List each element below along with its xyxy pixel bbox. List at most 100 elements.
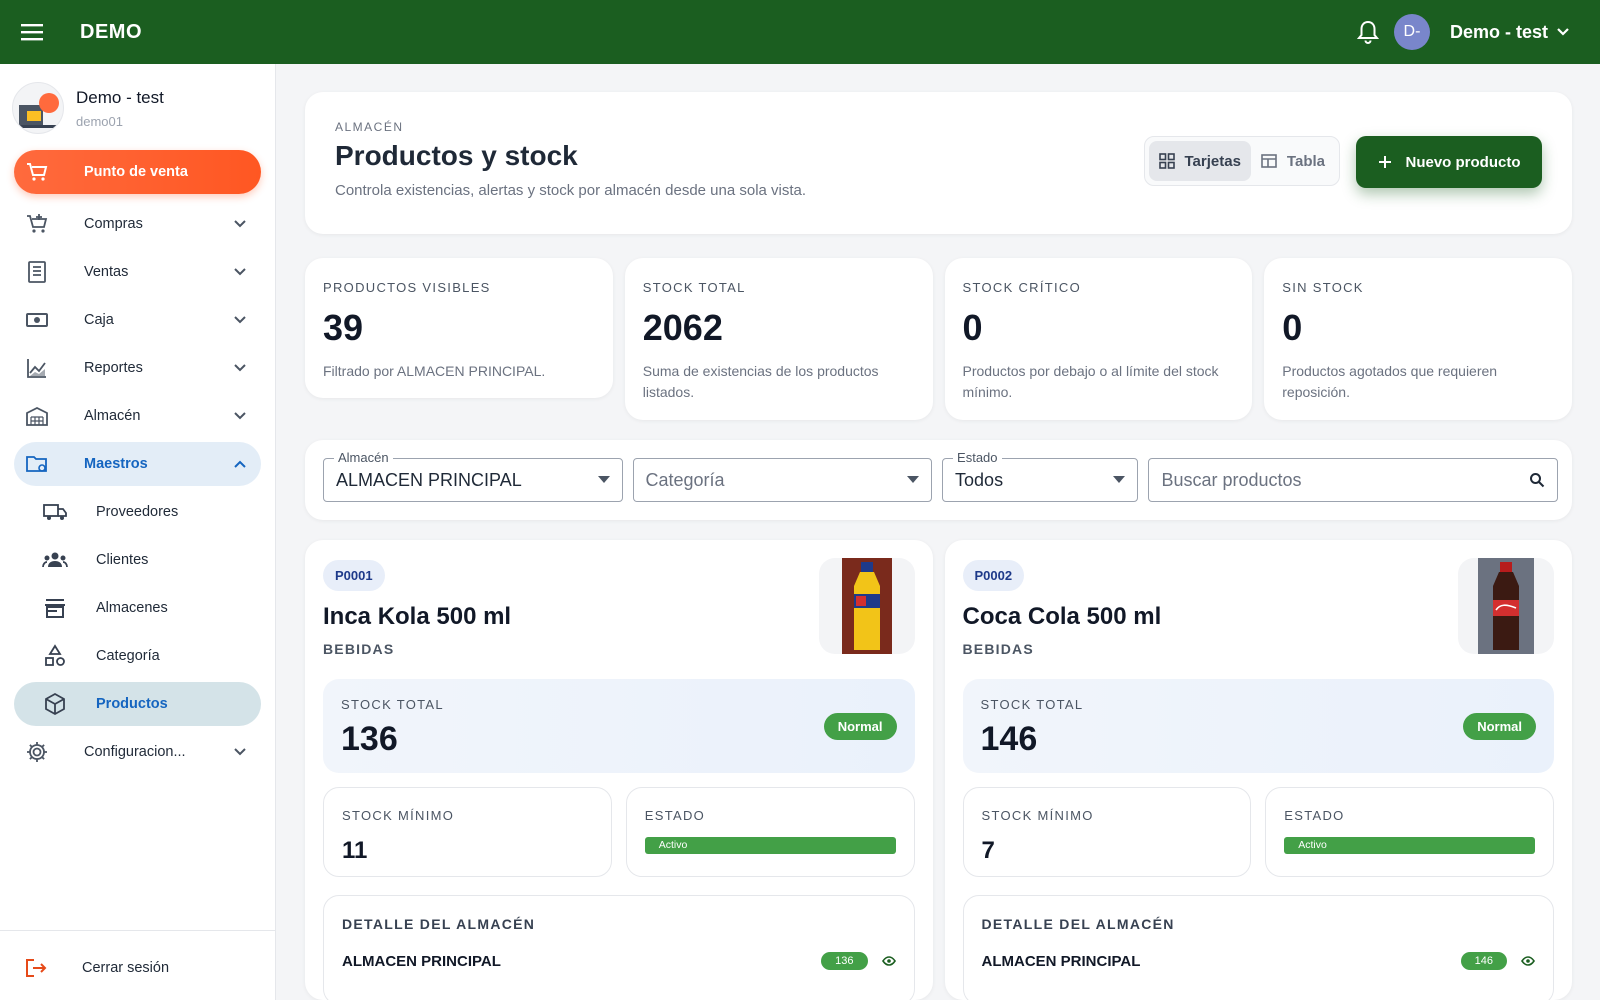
status-badge: Normal [823, 713, 897, 740]
chevron-down-icon [233, 315, 247, 325]
stat-value: 0 [962, 307, 983, 348]
product-card[interactable]: P0001 Inca Kola 500 ml BEBIDAS STOCK TOT… [305, 540, 933, 1000]
menu-toggle-button[interactable] [0, 0, 64, 64]
sidebar-item-punto-de-venta[interactable]: Punto de venta [14, 150, 261, 194]
stat-value: 39 [323, 307, 364, 348]
sidebar-item-maestros[interactable]: Maestros [14, 442, 261, 486]
almacen-select-value: ALMACEN PRINCIPAL [336, 469, 522, 490]
truck-icon [42, 499, 68, 525]
warehouse-row: ALMACEN PRINCIPAL 146 [982, 952, 1536, 970]
logout-button[interactable]: Cerrar sesión [0, 930, 276, 1000]
sidebar-item-caja[interactable]: Caja [14, 298, 261, 342]
stock-total-label: STOCK TOTAL [980, 697, 1084, 712]
categoria-select[interactable]: Categoría [632, 458, 933, 502]
stat-label: STOCK TOTAL [642, 280, 746, 295]
stock-minimo-value: 7 [981, 837, 995, 864]
search-placeholder: Buscar productos [1161, 469, 1302, 490]
sidebar-item-almacen[interactable]: Almacén [14, 394, 261, 438]
view-cards-button[interactable]: Tarjetas [1148, 141, 1251, 181]
sidebar-item-categoria[interactable]: Categoría [32, 634, 261, 678]
estado-box: ESTADO Activo [1265, 787, 1554, 877]
search-input[interactable]: Buscar productos [1148, 458, 1558, 502]
grid-icon [1158, 153, 1175, 169]
sidebar-item-configuracion[interactable]: Configuracion... [14, 730, 261, 774]
main-content: ALMACÉN Productos y stock Controla exist… [305, 92, 1572, 1000]
warehouse-detail: DETALLE DEL ALMACÉN ALMACEN PRINCIPAL 14… [962, 895, 1554, 1000]
stat-description: Productos agotados que requieren reposic… [1282, 363, 1498, 400]
product-name: Coca Cola 500 ml [962, 603, 1162, 630]
maestros-submenu: Proveedores Clientes Almacenes Categoría [14, 490, 261, 726]
shapes-icon [42, 643, 68, 669]
sidebar-item-ventas[interactable]: Ventas [14, 250, 261, 294]
store-icon [19, 93, 59, 128]
product-name: Inca Kola 500 ml [323, 603, 512, 630]
sidebar-item-almacenes[interactable]: Almacenes [32, 586, 261, 630]
brand-title: DEMO [80, 20, 142, 43]
estado-box: ESTADO Activo [625, 787, 915, 877]
chevron-down-icon [233, 219, 247, 229]
sidebar-item-compras[interactable]: Compras [14, 202, 261, 246]
warehouse-detail: DETALLE DEL ALMACÉN ALMACEN PRINCIPAL 13… [323, 895, 915, 1000]
page-title: Productos y stock [335, 140, 578, 171]
profile-name: Demo - test [76, 87, 164, 107]
view-table-button[interactable]: Tabla [1251, 141, 1335, 181]
almacen-select[interactable]: Almacén ALMACEN PRINCIPAL [323, 450, 623, 502]
estado-select[interactable]: Estado Todos [942, 450, 1139, 502]
chevron-down-icon [233, 411, 247, 421]
new-product-label: Nuevo producto [1405, 153, 1521, 171]
warehouse-qty-badge: 136 [821, 952, 868, 970]
stock-minimo-value: 11 [342, 837, 368, 864]
sidebar-item-label: Clientes [96, 552, 149, 568]
status-badge: Normal [1463, 713, 1536, 740]
warehouse-name: ALMACEN PRINCIPAL [342, 952, 501, 970]
user-menu-button[interactable]: Demo - test [1450, 22, 1570, 43]
warehouse-qty-badge: 146 [1460, 952, 1507, 970]
stock-total-value: 146 [980, 720, 1038, 758]
stock-total-label: STOCK TOTAL [341, 697, 444, 712]
dropdown-arrow-icon [597, 476, 610, 484]
stat-description: Filtrado por ALMACEN PRINCIPAL. [323, 363, 546, 379]
estado-select-label: Estado [953, 450, 1002, 465]
sidebar-item-reportes[interactable]: Reportes [14, 346, 261, 390]
eye-icon[interactable] [881, 956, 896, 966]
new-product-button[interactable]: Nuevo producto [1356, 136, 1542, 188]
chevron-down-icon [233, 747, 247, 757]
warehouse-icon [24, 403, 50, 429]
product-code-badge: P0002 [962, 560, 1025, 591]
estado-badge: Activo [1284, 837, 1535, 854]
sidebar-item-proveedores[interactable]: Proveedores [32, 490, 261, 534]
box-icon [42, 691, 68, 717]
product-code-badge: P0001 [323, 560, 385, 591]
sidebar-item-label: Ventas [84, 264, 129, 280]
sidebar-item-clientes[interactable]: Clientes [32, 538, 261, 582]
filters-bar: Almacén ALMACEN PRINCIPAL Categoría Esta… [305, 440, 1572, 520]
notifications-button[interactable] [1348, 12, 1388, 52]
table-icon [1261, 154, 1277, 168]
stat-label: STOCK CRÍTICO [962, 280, 1082, 295]
chart-icon [24, 355, 50, 381]
bottle-icon [841, 558, 892, 654]
product-image [1458, 558, 1554, 654]
stats-row: PRODUCTOS VISIBLES 39 Filtrado por ALMAC… [305, 258, 1572, 420]
stat-card-visibles: PRODUCTOS VISIBLES 39 Filtrado por ALMAC… [305, 258, 613, 398]
sidebar-item-label: Productos [96, 696, 168, 712]
sidebar-profile: Demo - test demo01 [0, 64, 275, 146]
hamburger-icon [21, 24, 43, 41]
eye-icon[interactable] [1521, 956, 1535, 966]
stock-minimo-label: STOCK MÍNIMO [981, 808, 1094, 823]
sidebar-nav: Punto de venta Compras Ventas Caja [0, 150, 275, 774]
sidebar-item-productos[interactable]: Productos [14, 682, 261, 726]
product-category: BEBIDAS [323, 641, 395, 657]
plus-icon [1378, 156, 1391, 168]
sidebar-item-label: Compras [84, 216, 143, 232]
product-category: BEBIDAS [962, 641, 1034, 657]
stat-label: SIN STOCK [1282, 280, 1364, 295]
cash-icon [24, 307, 50, 333]
dropdown-arrow-icon [1113, 476, 1126, 484]
product-card[interactable]: P0002 Coca Cola 500 ml BEBIDAS STOCK TOT… [944, 540, 1572, 1000]
user-menu-label: Demo - test [1449, 21, 1548, 42]
categoria-select-placeholder: Categoría [645, 469, 725, 490]
section-overline: ALMACÉN [335, 120, 404, 134]
user-avatar[interactable]: D- [1393, 14, 1430, 50]
logout-label: Cerrar sesión [82, 960, 170, 976]
